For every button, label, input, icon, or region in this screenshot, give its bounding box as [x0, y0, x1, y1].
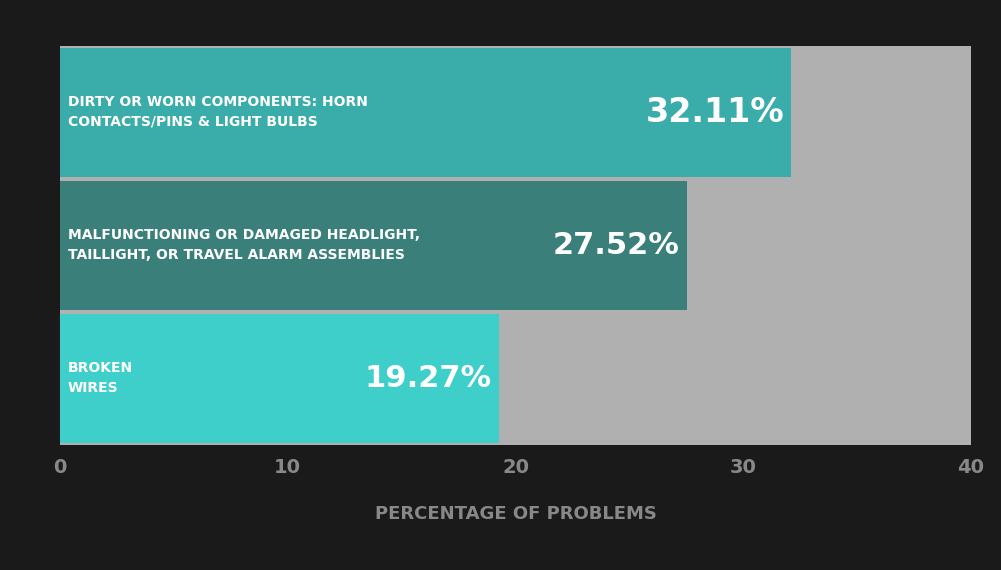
Text: 19.27%: 19.27% [365, 364, 492, 393]
Text: DIRTY OR WORN COMPONENTS: HORN
CONTACTS/PINS & LIGHT BULBS: DIRTY OR WORN COMPONENTS: HORN CONTACTS/… [68, 95, 368, 129]
Text: BROKEN
WIRES: BROKEN WIRES [68, 361, 133, 395]
Bar [60, 181, 687, 310]
Text: 27.52%: 27.52% [554, 231, 680, 259]
Bar [60, 48, 792, 177]
X-axis label: PERCENTAGE OF PROBLEMS: PERCENTAGE OF PROBLEMS [374, 505, 657, 523]
Text: 32.11%: 32.11% [646, 96, 785, 129]
Text: MALFUNCTIONING OR DAMAGED HEADLIGHT,
TAILLIGHT, OR TRAVEL ALARM ASSEMBLIES: MALFUNCTIONING OR DAMAGED HEADLIGHT, TAI… [68, 229, 420, 262]
Bar [60, 314, 498, 442]
